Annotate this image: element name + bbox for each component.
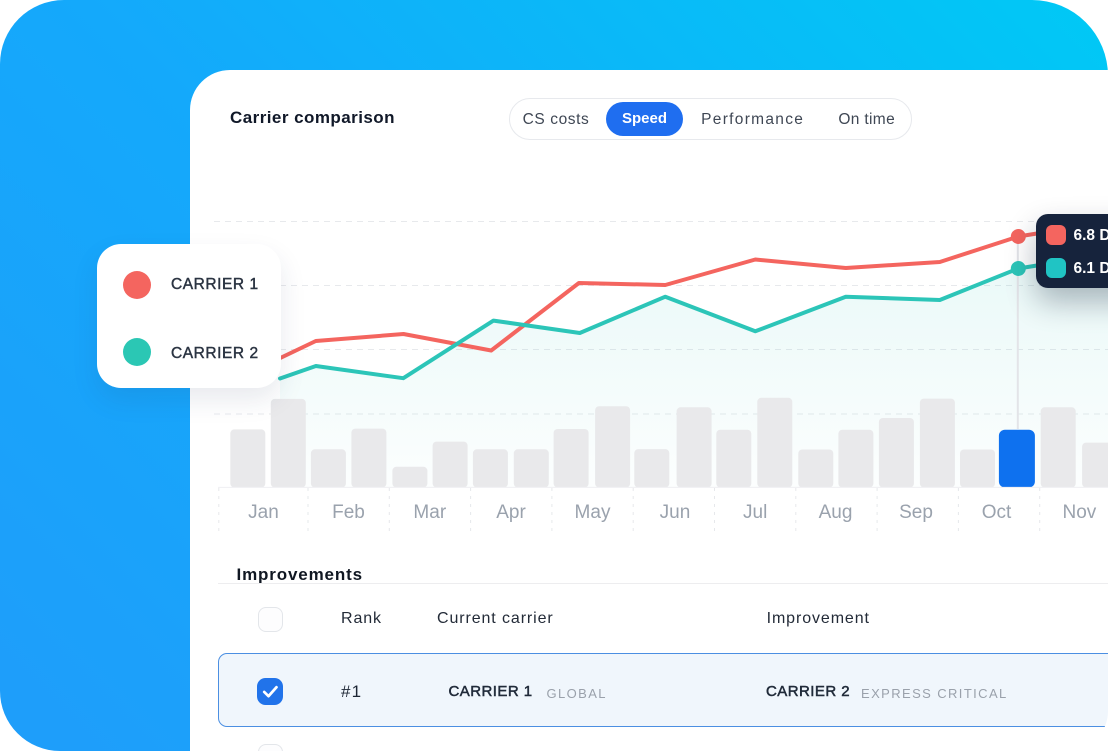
svg-text:Aug: Aug (819, 502, 853, 523)
svg-text:Sep: Sep (899, 502, 933, 523)
svg-text:Apr: Apr (496, 502, 526, 523)
svg-text:May: May (575, 502, 611, 523)
svg-text:Oct: Oct (982, 502, 1012, 523)
svg-text:Feb: Feb (332, 502, 365, 523)
svg-text:Jul: Jul (743, 502, 767, 523)
svg-text:Nov: Nov (1063, 502, 1097, 523)
svg-text:Jan: Jan (248, 502, 279, 523)
svg-text:Jun: Jun (660, 502, 691, 523)
svg-text:Mar: Mar (413, 502, 446, 523)
